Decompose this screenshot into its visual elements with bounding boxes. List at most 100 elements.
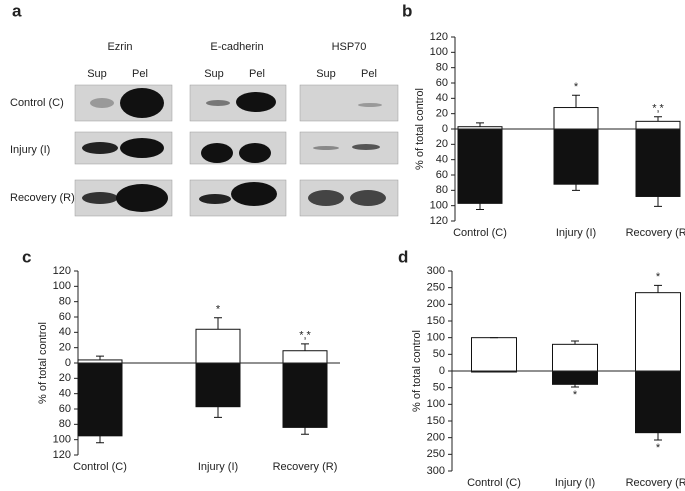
error-bar (654, 196, 662, 207)
band (231, 182, 277, 206)
lane-label: Sup (87, 68, 107, 80)
lane-label: Pel (361, 68, 377, 80)
row-label: Control (C) (10, 97, 64, 109)
annotation: * (573, 389, 578, 401)
error-bar (476, 203, 484, 210)
y-axis-label: % of total control (414, 88, 426, 170)
y-tick-label: 100 (427, 398, 445, 410)
y-tick-label: 50 (433, 348, 445, 360)
error-bar (476, 122, 484, 127)
y-tick-label: 300 (427, 265, 445, 277)
panel-label: c (22, 247, 31, 266)
y-axis-label: % of total control (37, 322, 49, 404)
protein-label: HSP70 (332, 41, 367, 53)
y-tick-label: 40 (436, 92, 448, 104)
y-tick-label: 60 (436, 169, 448, 181)
bar (635, 120, 681, 130)
panel-label: a (12, 1, 22, 20)
y-tick-label: 200 (427, 432, 445, 444)
error-bar (571, 340, 579, 345)
bar (553, 107, 599, 130)
y-tick-label: 250 (427, 282, 445, 294)
band (239, 143, 271, 163)
y-tick-label: 120 (430, 31, 448, 43)
annotation: * (216, 304, 221, 316)
x-tick-label: Control (C) (453, 227, 507, 239)
error-bar (96, 435, 104, 444)
y-tick-label: 40 (436, 154, 448, 166)
bar (635, 128, 681, 197)
annotation: * (574, 81, 579, 93)
y-tick-label: 50 (433, 382, 445, 394)
band (350, 190, 386, 206)
error-bar (654, 116, 662, 122)
lane-label: Sup (316, 68, 336, 80)
y-tick-label: 100 (427, 332, 445, 344)
y-tick-label: 20 (436, 108, 448, 120)
row-label: Injury (I) (10, 144, 50, 156)
lane-label: Pel (249, 68, 265, 80)
y-tick-label: 80 (59, 296, 71, 308)
band (82, 142, 118, 154)
y-tick-label: 100 (430, 46, 448, 58)
blot (299, 84, 399, 122)
error-bar (654, 284, 662, 293)
error-bar (96, 355, 104, 360)
band (120, 138, 164, 158)
error-bar (571, 384, 579, 388)
y-tick-label: 40 (59, 388, 71, 400)
x-tick-label: Recovery (R) (626, 227, 685, 239)
y-tick-label: 60 (59, 403, 71, 415)
bar (77, 362, 123, 437)
band (82, 192, 118, 204)
error-bar (301, 427, 309, 435)
y-tick-label: 0 (439, 365, 445, 377)
x-tick-label: Control (C) (73, 461, 127, 473)
row-label: Recovery (R) (10, 192, 75, 204)
y-tick-label: 120 (53, 265, 71, 277)
annotation: *,* (652, 103, 664, 115)
y-tick-label: 80 (436, 62, 448, 74)
bar (635, 292, 681, 372)
y-tick-label: 250 (427, 448, 445, 460)
y-tick-label: 120 (430, 215, 448, 227)
y-tick-label: 100 (430, 200, 448, 212)
y-tick-label: 60 (59, 311, 71, 323)
y-tick-label: 40 (59, 326, 71, 338)
bar (195, 328, 241, 364)
y-tick-label: 20 (59, 342, 71, 354)
y-tick-label: 300 (427, 465, 445, 477)
lane-label: Sup (204, 68, 224, 80)
error-bar (214, 317, 222, 330)
y-tick-label: 100 (53, 280, 71, 292)
band (116, 184, 168, 212)
band (352, 144, 380, 150)
protein-label: E-cadherin (210, 41, 263, 53)
y-tick-label: 20 (59, 372, 71, 384)
bar (282, 362, 328, 428)
y-axis-label: % of total control (411, 330, 423, 412)
band (199, 194, 231, 204)
panel-label: b (402, 1, 412, 20)
bar (552, 343, 598, 372)
band (206, 100, 230, 106)
protein-label: Ezrin (107, 41, 132, 53)
bar (195, 362, 241, 408)
band (308, 190, 344, 206)
bar (552, 370, 598, 385)
y-tick-label: 120 (53, 449, 71, 461)
y-tick-label: 80 (59, 418, 71, 430)
error-bar (572, 184, 580, 191)
y-tick-label: 20 (436, 138, 448, 150)
x-tick-label: Recovery (R) (273, 461, 338, 473)
y-tick-label: 150 (427, 315, 445, 327)
x-tick-label: Injury (I) (198, 461, 238, 473)
y-tick-label: 0 (65, 357, 71, 369)
panel-label: d (398, 247, 408, 266)
band (90, 98, 114, 108)
y-tick-label: 80 (436, 184, 448, 196)
x-tick-label: Recovery (R) (626, 477, 685, 489)
y-tick-label: 0 (442, 123, 448, 135)
blot-images (74, 84, 399, 217)
bar (282, 350, 328, 364)
